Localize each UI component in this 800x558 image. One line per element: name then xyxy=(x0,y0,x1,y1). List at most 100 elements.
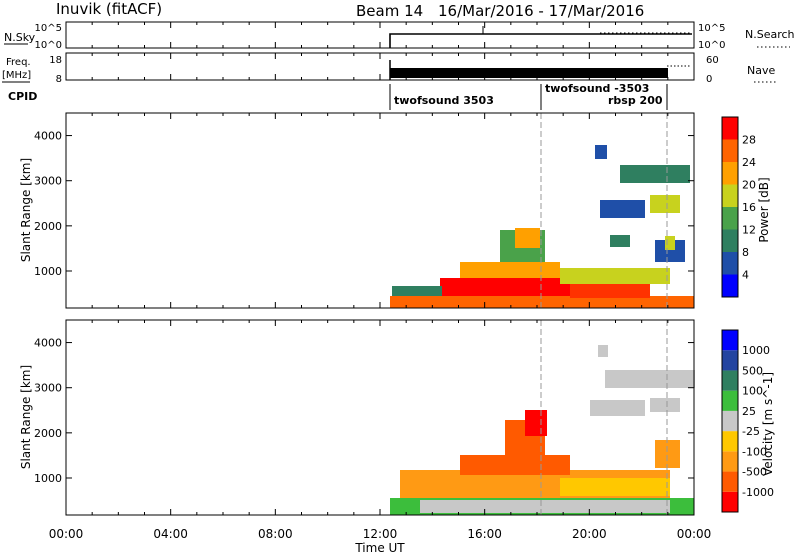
colorbar-tick-label: 24 xyxy=(742,156,756,169)
noise-search-label: N.Search xyxy=(745,28,795,41)
colorbar-tick-label: 12 xyxy=(742,224,756,237)
x-tick-label: 04:00 xyxy=(153,527,188,541)
noise-sky-label: N.Sky xyxy=(4,31,36,44)
velocity-colorbar: 1000 500 100 25 -25 -100 -500 -1000 xyxy=(721,329,774,513)
cpid-segment-2: twofsound -3503 xyxy=(545,82,649,95)
velocity-y-axis-label: Slant Range [km] xyxy=(19,365,33,469)
y-tick-label: 3000 xyxy=(34,382,62,395)
colorbar-tick-label: 16 xyxy=(742,201,756,214)
time-axis: 00:00 04:00 08:00 12:00 16:00 20:00 00:00 xyxy=(49,22,712,541)
velocity-echo-far-ground-2 xyxy=(590,400,645,416)
colorbar-tick-label: -1000 xyxy=(742,486,774,499)
power-echo-far-1 xyxy=(595,145,607,159)
cpid-panel: CPID twofsound 3503 twofsound -3503 rbsp… xyxy=(8,82,668,110)
velocity-echo-far-5 xyxy=(598,345,608,357)
colorbar-swatch xyxy=(722,274,738,297)
power-echo-plume-core xyxy=(515,228,540,248)
velocity-colorbar-label: Velocity [m s^-1] xyxy=(761,372,775,476)
colorbar-swatch xyxy=(722,471,738,492)
colorbar-swatch xyxy=(722,370,738,391)
colorbar-tick-label: 4 xyxy=(742,269,749,282)
nave-label: Nave xyxy=(747,64,775,77)
noise-right-tick-bottom: 10^0 xyxy=(698,40,725,51)
colorbar-swatch xyxy=(722,451,738,472)
colorbar-swatch xyxy=(722,350,738,371)
beam-label: Beam 14 xyxy=(356,2,423,20)
colorbar-swatch xyxy=(722,252,738,275)
power-y-axis-label: Slant Range [km] xyxy=(19,158,33,262)
power-colorbar: 4 8 12 16 20 24 28 xyxy=(721,116,756,298)
colorbar-tick-label: -500 xyxy=(742,466,767,479)
power-echo-far-4 xyxy=(650,195,680,213)
y-tick-label: 2000 xyxy=(34,427,62,440)
velocity-echo-far-ground-3 xyxy=(650,398,680,412)
y-tick-label: 1000 xyxy=(34,472,62,485)
colorbar-tick-label: 28 xyxy=(742,134,756,147)
x-axis-label: Time UT xyxy=(354,541,405,554)
power-echo-mid-band-2 xyxy=(560,268,670,284)
power-echo-far-2 xyxy=(620,165,690,183)
colorbar-swatch xyxy=(722,491,738,512)
nave-right-tick-bottom: 0 xyxy=(706,74,712,85)
cpid-segment-3: rbsp 200 xyxy=(608,94,663,107)
freq-trace-band xyxy=(390,68,668,78)
velocity-y-axis: 1000 2000 3000 4000 xyxy=(34,337,694,485)
velocity-echo-ground-band xyxy=(420,500,670,513)
noise-left-tick-top: 10^5 xyxy=(35,23,62,34)
power-echo-strong-core-2 xyxy=(570,284,650,298)
noise-sky-trace xyxy=(389,33,692,48)
velocity-echo-plume-core xyxy=(525,410,547,436)
station-title: Inuvik (fitACF) xyxy=(56,0,162,18)
cpid-segment-1: twofsound 3503 xyxy=(394,94,494,107)
x-tick-label: 00:00 xyxy=(677,527,712,541)
freq-unit-label: [MHz] xyxy=(2,70,31,81)
x-tick-label: 00:00 xyxy=(49,527,84,541)
colorbar-tick-label: 20 xyxy=(742,179,756,192)
y-tick-label: 1000 xyxy=(34,265,62,278)
colorbar-swatch xyxy=(722,117,738,140)
power-echo-mid-band xyxy=(460,262,560,278)
noise-panel: N.Sky 10^5 10^0 10^5 10^0 N.Search xyxy=(4,21,795,51)
colorbar-tick-label: 100 xyxy=(742,385,763,398)
colorbar-swatch xyxy=(722,207,738,230)
colorbar-swatch xyxy=(722,139,738,162)
colorbar-swatch xyxy=(722,431,738,452)
y-tick-label: 4000 xyxy=(34,337,62,350)
colorbar-tick-label: 25 xyxy=(742,405,756,418)
colorbar-swatch xyxy=(722,330,738,351)
x-tick-label: 12:00 xyxy=(363,527,398,541)
colorbar-tick-label: -100 xyxy=(742,445,767,458)
velocity-panel: 1000 2000 3000 4000 Slant Range [km] 1000 50… xyxy=(19,319,775,516)
colorbar-frame xyxy=(721,116,739,298)
colorbar-tick-label: 1000 xyxy=(742,344,770,357)
power-colorbar-label: Power [dB] xyxy=(757,177,771,242)
freq-label: Freq. xyxy=(6,57,31,68)
colorbar-tick-label: 8 xyxy=(742,246,749,259)
colorbar-swatch xyxy=(722,229,738,252)
velocity-echo-layer xyxy=(390,345,695,515)
power-panel: 1000 2000 3000 4000 Slant Range [km] 4 8 12 16… xyxy=(19,112,771,309)
freq-left-tick-bottom: 8 xyxy=(56,74,62,85)
y-tick-label: 2000 xyxy=(34,220,62,233)
power-echo-far-6 xyxy=(665,236,675,250)
colorbar-swatch xyxy=(722,410,738,432)
nave-right-tick-top: 60 xyxy=(706,55,719,66)
freq-left-tick-top: 18 xyxy=(49,55,62,66)
colorbar-swatch xyxy=(722,184,738,207)
colorbar-tick-label: 500 xyxy=(742,364,763,377)
power-echo-near-range xyxy=(390,296,694,308)
power-echo-far-7 xyxy=(610,235,630,247)
colorbar-tick-label: -25 xyxy=(742,425,760,438)
x-tick-label: 16:00 xyxy=(467,527,502,541)
power-echo-weak-start xyxy=(392,286,442,296)
power-echo-strong-core xyxy=(440,278,570,296)
date-range: 16/Mar/2016 - 17/Mar/2016 xyxy=(438,2,644,20)
colorbar-swatch xyxy=(722,390,738,411)
cpid-label: CPID xyxy=(8,90,37,103)
velocity-echo-mid-band-2 xyxy=(560,478,670,496)
y-tick-label: 3000 xyxy=(34,175,62,188)
noise-left-tick-bottom: 10^0 xyxy=(35,40,62,51)
power-echo-far-5 xyxy=(655,240,685,262)
power-y-axis: 1000 2000 3000 4000 xyxy=(34,130,694,278)
